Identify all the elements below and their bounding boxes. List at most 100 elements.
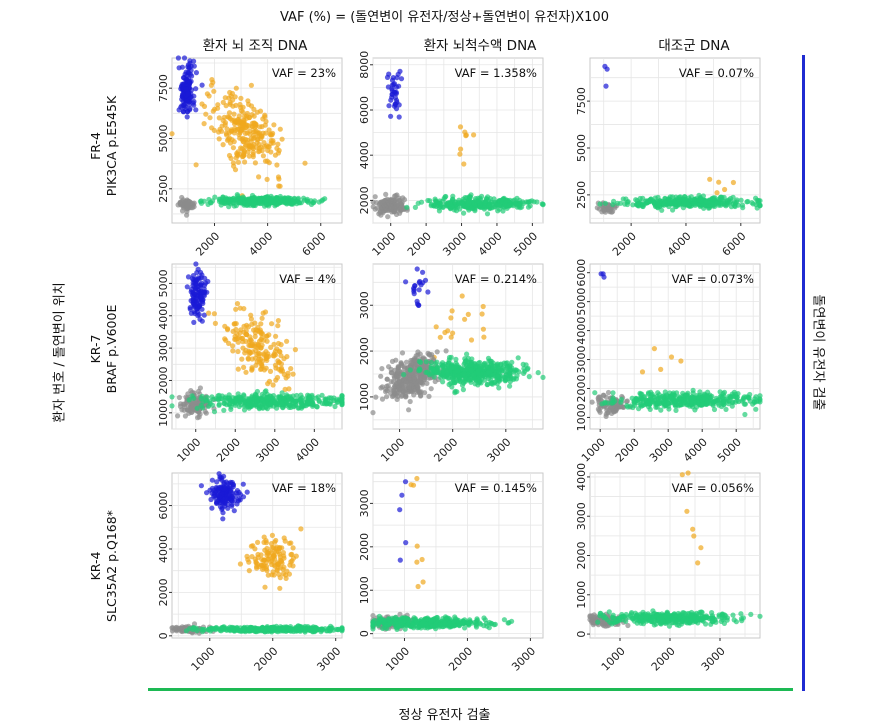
double-point — [257, 351, 263, 357]
double-point — [220, 142, 226, 148]
mutant-point — [414, 301, 421, 307]
double-point — [237, 330, 243, 336]
double-point — [268, 132, 274, 138]
double-point — [239, 146, 245, 152]
double-point — [273, 377, 279, 383]
empty-point — [407, 398, 413, 405]
empty-point — [185, 200, 191, 206]
empty-point — [189, 205, 196, 211]
normal-point — [281, 624, 287, 630]
normal-point — [412, 204, 418, 210]
empty-point — [623, 399, 630, 405]
empty-point — [420, 363, 427, 370]
empty-point — [400, 195, 406, 201]
double-point — [223, 103, 229, 109]
normal-point — [723, 406, 729, 412]
normal-point — [298, 392, 304, 398]
double-point — [270, 138, 276, 144]
double-point — [707, 176, 713, 182]
normal-point — [638, 403, 645, 409]
empty-point — [370, 410, 376, 416]
normal-point — [431, 374, 437, 380]
double-point — [275, 358, 281, 364]
mutant-point — [199, 82, 205, 88]
normal-point — [742, 411, 748, 418]
normal-point — [450, 376, 456, 382]
x-tick-label: 3000 — [254, 436, 283, 465]
x-tick-label: 1000 — [175, 436, 204, 465]
double-point — [457, 124, 464, 130]
normal-point — [259, 398, 265, 404]
normal-point — [738, 197, 744, 203]
mutant-point — [192, 302, 198, 308]
double-point — [263, 130, 269, 136]
normal-point — [507, 202, 513, 208]
normal-point — [691, 196, 697, 202]
mutant-point — [178, 104, 184, 110]
double-point — [224, 126, 230, 132]
normal-point — [254, 396, 261, 402]
normal-point — [452, 390, 458, 396]
double-point — [284, 354, 290, 360]
normal-point — [245, 198, 251, 204]
double-point — [249, 356, 255, 362]
double-point — [480, 326, 486, 332]
normal-point — [211, 409, 218, 415]
normal-point — [316, 199, 322, 205]
normal-point — [673, 398, 679, 404]
double-point — [207, 115, 213, 121]
y-tick-label: 2000 — [358, 186, 371, 214]
y-tick-label: 3000 — [358, 291, 371, 319]
empty-point — [443, 348, 449, 354]
empty-point — [422, 390, 428, 396]
double-point — [247, 131, 253, 137]
x-tick-label: 3000 — [647, 436, 676, 465]
double-point — [302, 160, 308, 166]
mutant-point — [193, 107, 199, 113]
empty-point — [396, 364, 402, 370]
normal-point — [485, 381, 491, 387]
double-point — [242, 130, 249, 136]
empty-point — [176, 394, 182, 401]
x-tick-label: 1000 — [189, 645, 218, 674]
normal-point — [436, 205, 442, 211]
normal-point — [417, 359, 424, 365]
double-point — [212, 106, 218, 112]
mutant-point — [386, 71, 392, 77]
normal-point — [210, 198, 216, 204]
normal-point — [190, 625, 196, 631]
double-point — [254, 359, 260, 365]
y-tick-label: 5000 — [157, 269, 170, 297]
double-point — [228, 155, 234, 161]
normal-point — [444, 201, 450, 207]
double-point — [204, 91, 210, 97]
empty-point — [393, 373, 399, 380]
normal-point — [720, 390, 726, 397]
x-tick-label: 2000 — [252, 645, 281, 674]
normal-point — [186, 397, 192, 403]
normal-point — [471, 201, 477, 207]
mutant-point — [217, 475, 223, 482]
double-point — [275, 323, 281, 329]
double-point — [240, 138, 246, 144]
double-point — [230, 348, 236, 354]
x-tick-label: 3000 — [314, 645, 343, 674]
mutant-point — [422, 277, 429, 283]
normal-point — [287, 402, 293, 409]
double-point — [277, 545, 283, 551]
empty-point — [399, 203, 405, 209]
double-point — [262, 158, 269, 164]
normal-point — [753, 394, 759, 400]
mutant-point — [602, 63, 608, 69]
double-point — [241, 306, 247, 312]
normal-point — [237, 199, 243, 205]
empty-point — [403, 393, 409, 399]
empty-point — [388, 366, 394, 372]
mutant-point — [215, 487, 222, 494]
double-point — [457, 151, 463, 157]
normal-point — [222, 398, 228, 404]
normal-point — [507, 378, 513, 385]
double-point — [239, 356, 245, 362]
